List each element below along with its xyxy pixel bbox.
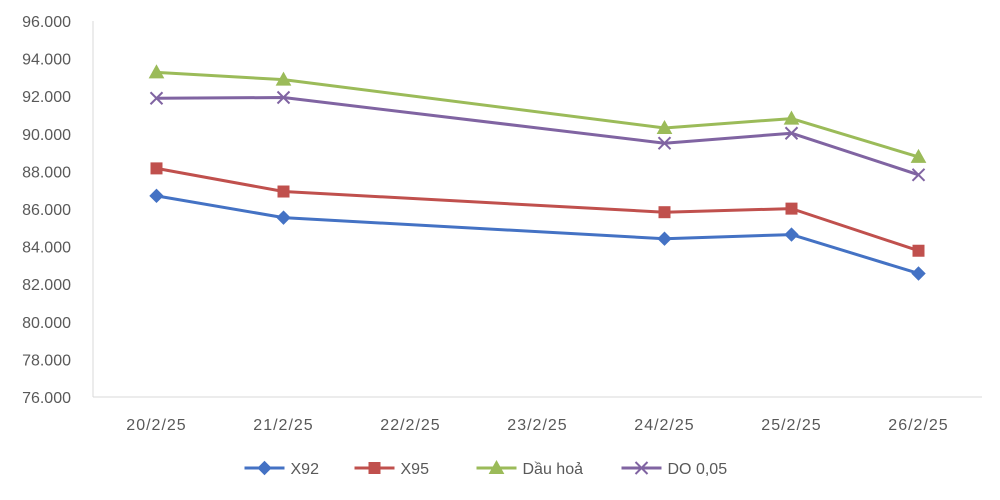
data-point <box>783 110 800 125</box>
legend-label: X92 <box>291 461 320 478</box>
x-tick-label: 24/2/25 <box>634 417 694 434</box>
series-0 <box>149 188 926 281</box>
series-line <box>156 194 919 275</box>
series-line <box>156 70 919 159</box>
legend: X92 X95 Dầu hoả DO 0,05 <box>244 459 728 478</box>
data-point <box>657 231 672 246</box>
legend-marker <box>634 461 649 475</box>
x-tick-label: 26/2/25 <box>888 417 948 434</box>
y-tick-label: 80.000 <box>22 315 71 332</box>
y-tick-label: 96.000 <box>22 14 71 31</box>
axes: 76.000 78.000 80.000 82.000 84.000 86.000 88.0… <box>22 14 982 434</box>
y-tick-label: 84.000 <box>22 240 71 257</box>
data-point <box>910 148 927 163</box>
data-point <box>275 71 292 86</box>
data-point <box>911 266 926 281</box>
data-point <box>912 244 925 257</box>
data-point <box>148 64 165 79</box>
data-point <box>784 126 799 140</box>
data-point <box>657 136 672 150</box>
y-tick-label: 86.000 <box>22 202 71 219</box>
data-point <box>785 202 798 215</box>
data-point <box>784 227 799 242</box>
series-line <box>156 96 919 177</box>
y-tick-label: 76.000 <box>22 390 71 407</box>
y-tick-label: 78.000 <box>22 352 71 369</box>
y-tick-label: 82.000 <box>22 277 71 294</box>
legend-label: Dầu hoả <box>523 461 584 478</box>
legend-item: DO 0,05 <box>621 461 728 478</box>
legend-marker <box>488 459 505 474</box>
legend-item: X92 <box>244 460 320 478</box>
data-point <box>149 188 164 204</box>
x-tick-label: 25/2/25 <box>761 417 821 434</box>
x-tick-label: 22/2/25 <box>380 417 440 434</box>
data-point <box>277 185 290 198</box>
data-point <box>149 91 164 105</box>
legend-label: X95 <box>401 461 430 478</box>
x-tick-label: 23/2/25 <box>507 417 567 434</box>
series-2 <box>148 64 927 163</box>
y-tick-label: 92.000 <box>22 89 71 106</box>
y-tick-label: 90.000 <box>22 127 71 144</box>
series-1 <box>150 162 925 257</box>
legend-marker <box>257 460 272 476</box>
y-tick-label: 88.000 <box>22 164 71 181</box>
x-tick-label: 20/2/25 <box>126 417 186 434</box>
data-point <box>658 206 671 219</box>
data-point <box>276 90 291 105</box>
x-tick-label: 21/2/25 <box>253 417 313 434</box>
series-3 <box>149 90 926 182</box>
data-point <box>150 162 163 175</box>
data-point <box>276 210 291 225</box>
legend-marker <box>368 462 381 474</box>
y-tick-label: 94.000 <box>22 52 71 69</box>
data-point <box>911 168 926 182</box>
legend-item: Dầu hoả <box>476 459 584 478</box>
data-point <box>656 119 673 134</box>
legend-item: X95 <box>354 461 430 478</box>
legend-label: DO 0,05 <box>668 461 728 478</box>
series-lines <box>148 64 927 281</box>
